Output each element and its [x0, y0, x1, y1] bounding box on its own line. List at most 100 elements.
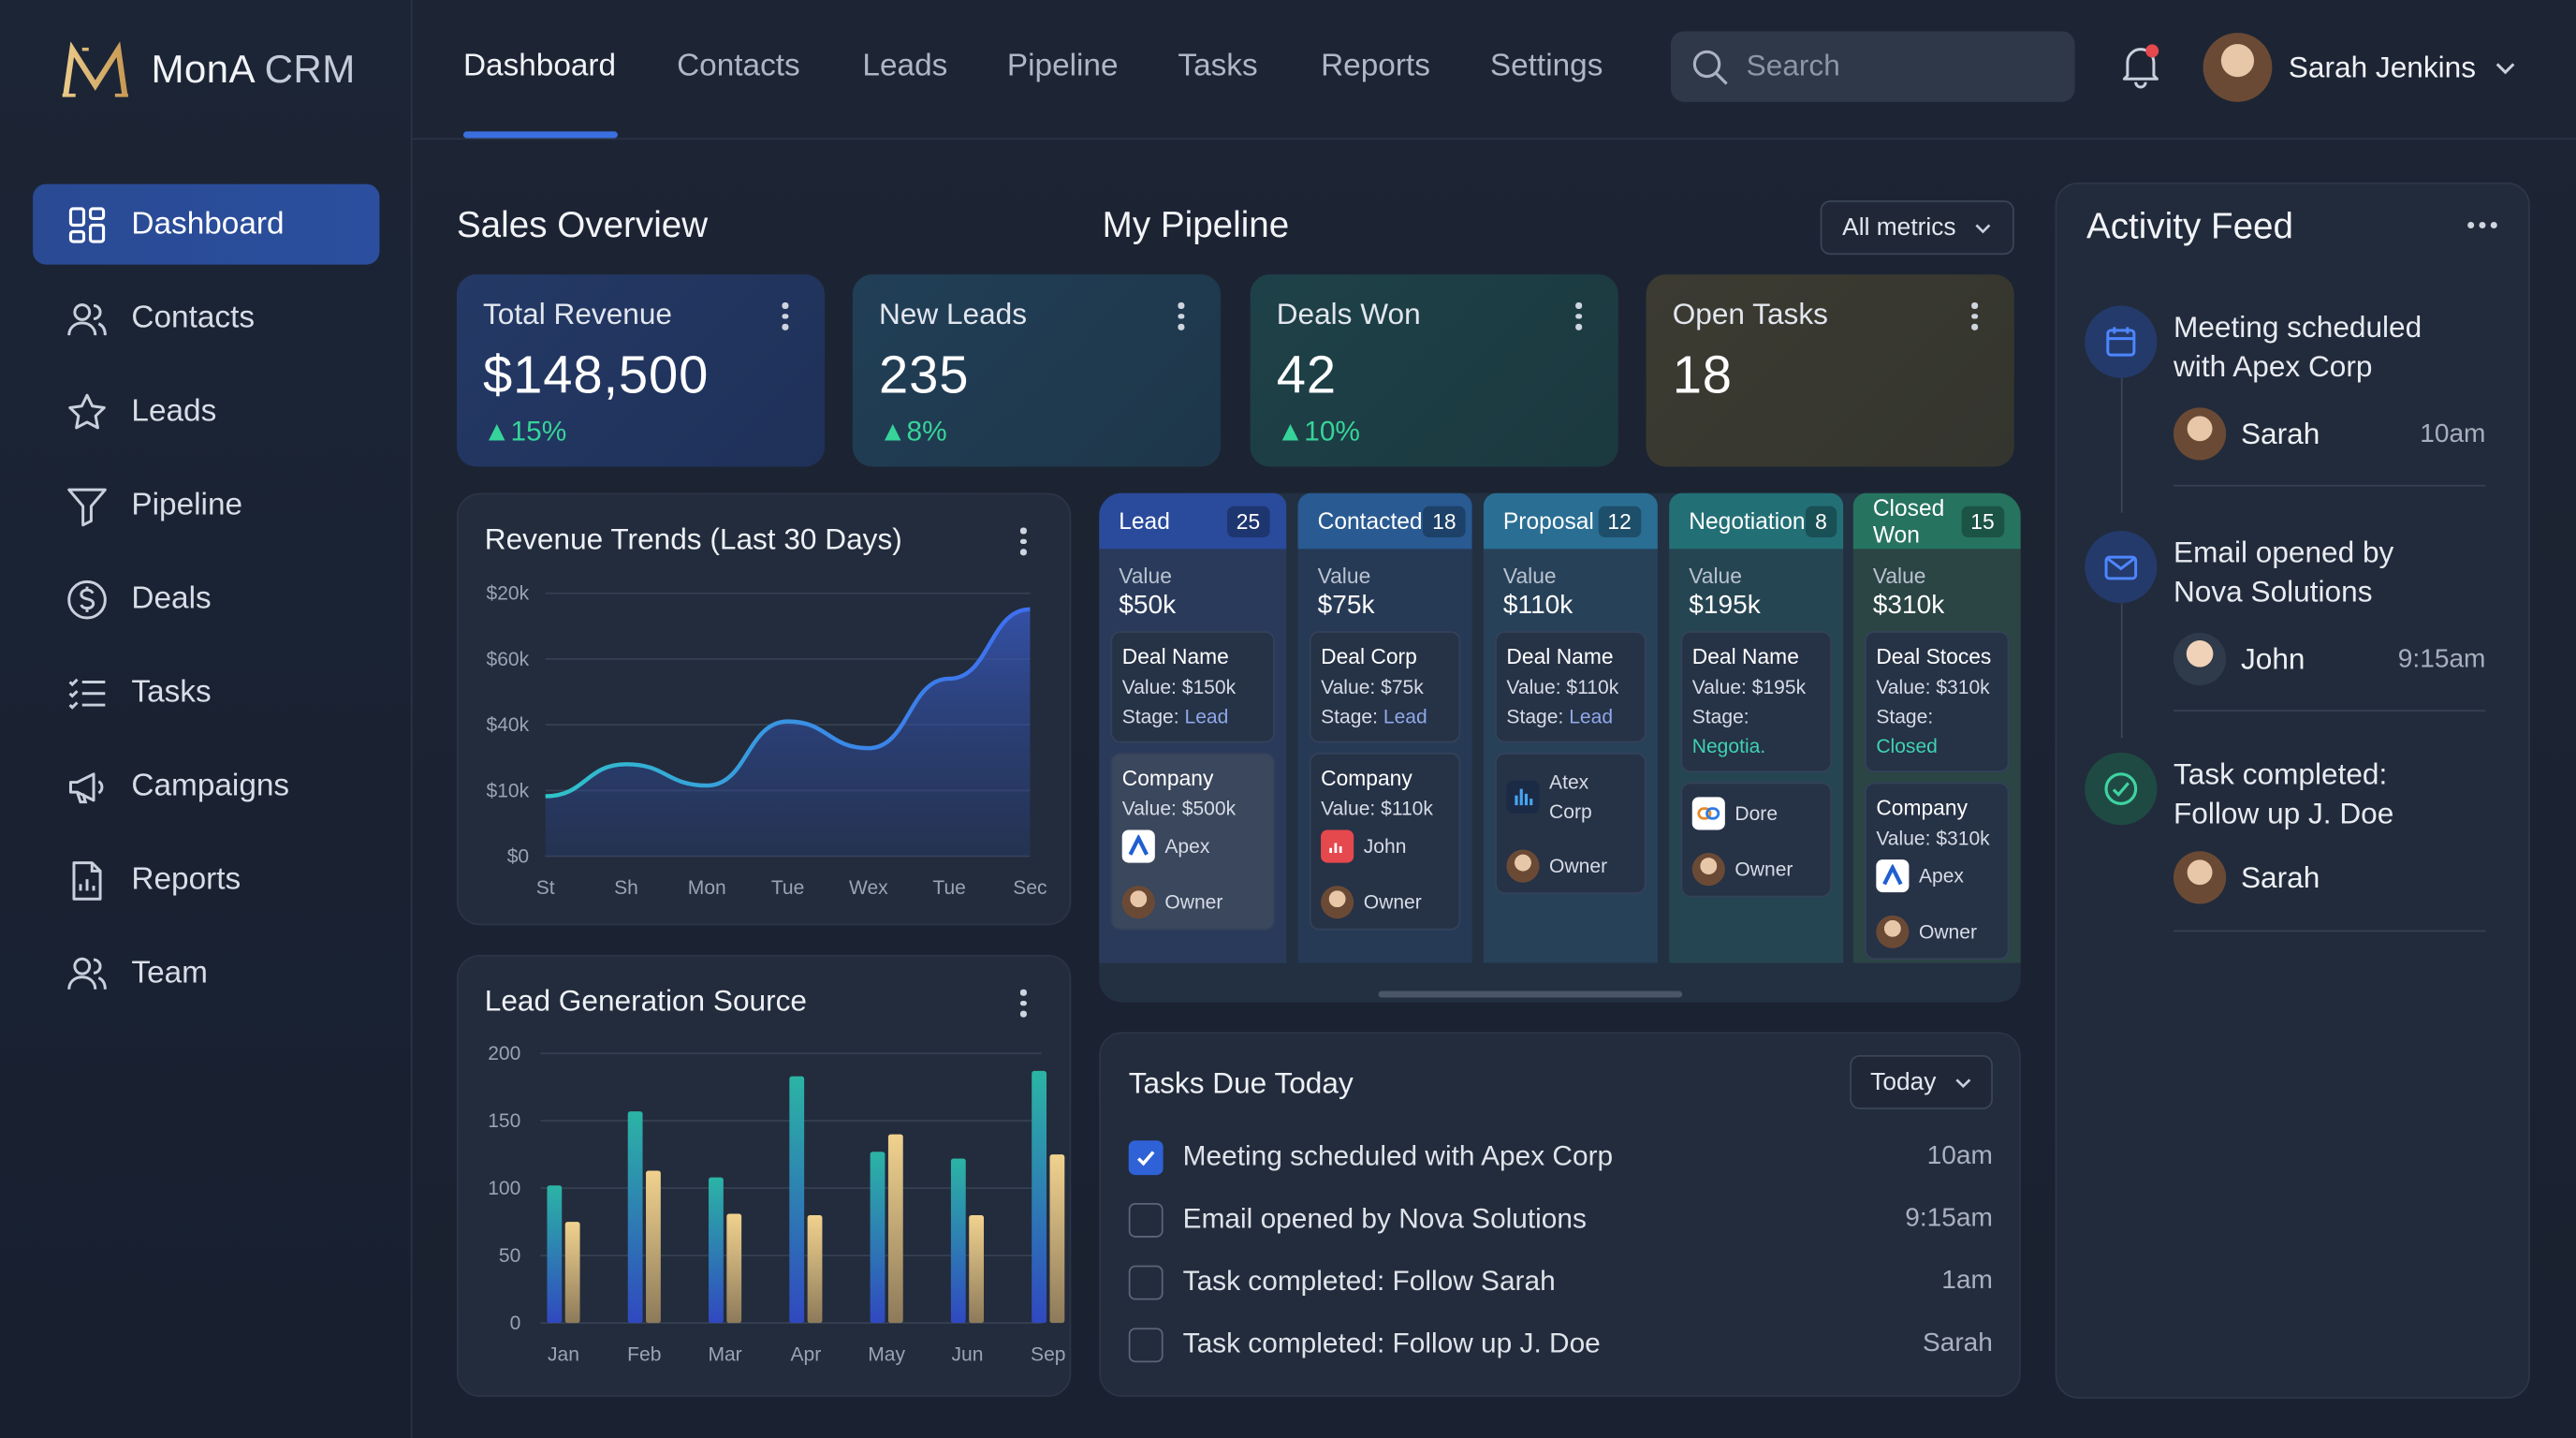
avatar: [2173, 851, 2227, 904]
activity-user: Sarah: [2173, 407, 2320, 461]
tab-pipeline[interactable]: Pipeline: [1006, 49, 1119, 84]
deal-card[interactable]: Deal Stoces Value: $310k Stage: Closed: [1865, 631, 2010, 773]
kebab-menu-icon[interactable]: [1575, 301, 1582, 330]
sidebar-item-campaigns[interactable]: Campaigns: [33, 746, 379, 827]
sidebar-item-pipeline[interactable]: Pipeline: [33, 465, 379, 546]
column-header[interactable]: Lead 25: [1099, 492, 1287, 550]
tasks-due-today-card: Tasks Due Today Today Meeting scheduled …: [1099, 1032, 2021, 1398]
notification-bell-icon[interactable]: [2119, 43, 2162, 89]
sidebar-item-dashboard[interactable]: Dashboard: [33, 183, 380, 265]
tasks-title: Tasks Due Today: [1128, 1066, 1354, 1100]
y-tick-label: $40k: [487, 714, 530, 736]
y-tick-label: 150: [488, 1110, 520, 1132]
search-box[interactable]: [1670, 31, 2075, 102]
kebab-menu-icon[interactable]: [1019, 989, 1027, 1017]
sidebar-item-label: Dashboard: [131, 206, 285, 242]
task-checkbox[interactable]: [1128, 1202, 1164, 1237]
sidebar-item-team[interactable]: Team: [33, 933, 379, 1014]
lead-bar-chart: 200 150 100 50 0 Jan Feb Mar Apr May Jun Sep: [488, 1043, 1065, 1365]
company-card[interactable]: Dore Owner: [1680, 782, 1832, 898]
column-header[interactable]: Closed Won 15: [1852, 492, 2021, 550]
user-menu[interactable]: Sarah Jenkins: [2203, 33, 2519, 102]
bar-series-a: [950, 1158, 966, 1324]
more-horizontal-icon[interactable]: [2466, 220, 2498, 230]
activity-text: Meeting scheduled with Apex Corp: [2173, 310, 2422, 384]
kpi-value: 42: [1276, 345, 1337, 404]
task-checkbox[interactable]: [1128, 1264, 1164, 1299]
column-value: Value $75k: [1317, 564, 1375, 620]
company-card[interactable]: Company Value: $310k Apex Owner: [1865, 782, 2010, 961]
tasks-filter-dropdown[interactable]: Today: [1850, 1054, 1993, 1109]
metrics-dropdown[interactable]: All metrics: [1820, 200, 2014, 256]
pipeline-column-closed-won: Closed Won 15 Value $310k Deal Stoces Value…: [1852, 492, 2021, 963]
tab-reports[interactable]: Reports: [1321, 49, 1430, 84]
x-tick-label: Tue: [932, 877, 965, 899]
task-row[interactable]: Meeting scheduled with Apex Corp 10am: [1128, 1137, 1993, 1177]
kpi-open-tasks[interactable]: Open Tasks 18: [1646, 274, 2014, 467]
company-card[interactable]: Company Value: $110k John Owner: [1309, 752, 1461, 931]
column-header[interactable]: Proposal 12: [1483, 492, 1658, 550]
sidebar-item-leads[interactable]: Leads: [33, 372, 379, 452]
tab-contacts[interactable]: Contacts: [677, 49, 800, 84]
column-stage: Proposal: [1502, 507, 1594, 535]
sidebar-item-tasks[interactable]: Tasks: [33, 653, 379, 733]
task-row[interactable]: Email opened by Nova Solutions 9:15am: [1128, 1199, 1993, 1239]
avatar: [1876, 915, 1910, 948]
y-tick-label: 200: [488, 1043, 520, 1064]
kpi-change: ▲10%: [1276, 416, 1360, 448]
kpi-total-revenue[interactable]: Total Revenue $148,500 ▲15%: [456, 274, 826, 467]
sidebar-item-label: Pipeline: [131, 487, 243, 522]
tab-leads[interactable]: Leads: [862, 49, 948, 84]
kpi-deals-won[interactable]: Deals Won 42 ▲10%: [1250, 274, 1618, 467]
pipeline-column-negotiation: Negotiation 8 Value $195k Deal Name Value: …: [1669, 492, 1844, 963]
task-row[interactable]: Task completed: Follow up J. Doe Sarah: [1128, 1325, 1993, 1364]
x-tick-label: Mar: [708, 1343, 741, 1365]
kpi-value: $148,500: [482, 345, 710, 404]
kpi-new-leads[interactable]: New Leads 235 ▲8%: [852, 274, 1222, 467]
kebab-menu-icon[interactable]: [1178, 301, 1184, 330]
horizontal-scrollbar[interactable]: [1378, 990, 1683, 998]
kpi-change: ▲15%: [482, 416, 567, 448]
pipeline-column-contacted: Contacted 18 Value $75k Deal Corp Value: $7…: [1297, 492, 1472, 963]
company-card[interactable]: Atex Corp Owner: [1495, 752, 1647, 894]
report-icon: [72, 860, 102, 900]
avatar: [1121, 886, 1155, 919]
deal-card[interactable]: Deal Name Value: $195k Stage: Negotia.: [1680, 631, 1832, 773]
task-checkbox[interactable]: [1128, 1327, 1164, 1362]
kebab-menu-icon[interactable]: [1019, 527, 1027, 555]
atex-logo-icon: [1506, 780, 1540, 814]
task-text: Meeting scheduled with Apex Corp: [1182, 1140, 1614, 1172]
deal-card[interactable]: Deal Name Value: $150k Stage: Lead: [1110, 631, 1275, 743]
column-header[interactable]: Contacted 18: [1297, 492, 1472, 550]
kebab-menu-icon[interactable]: [1971, 301, 1978, 330]
task-row[interactable]: Task completed: Follow Sarah 1am: [1128, 1262, 1993, 1301]
tab-dashboard[interactable]: Dashboard: [462, 49, 617, 84]
kebab-menu-icon[interactable]: [782, 301, 788, 330]
sidebar-item-deals[interactable]: Deals: [33, 559, 379, 639]
column-count: 15: [1960, 505, 2005, 537]
bar-series-b: [1049, 1154, 1065, 1324]
sidebar-item-reports[interactable]: Reports: [33, 840, 379, 920]
revenue-area-fill: [545, 609, 1031, 857]
y-tick-label: 100: [488, 1178, 520, 1199]
x-tick-label: Sh: [614, 877, 638, 899]
brand-logo[interactable]: MonA CRM: [59, 39, 355, 102]
column-header[interactable]: Negotiation 8: [1669, 492, 1844, 550]
timeline-line: [2120, 603, 2123, 739]
company-card[interactable]: Company Value: $500k Apex Owner: [1110, 752, 1275, 931]
apex-logo-icon: [1876, 859, 1910, 893]
sidebar-item-contacts[interactable]: Contacts: [33, 278, 379, 359]
search-input[interactable]: [1746, 49, 2042, 84]
kpi-label: New Leads: [878, 297, 1028, 330]
deal-card[interactable]: Deal Corp Value: $75k Stage: Lead: [1309, 631, 1461, 743]
bar-series-a: [547, 1185, 563, 1324]
column-count: 8: [1805, 505, 1837, 537]
deal-card[interactable]: Deal Name Value: $110k Stage: Lead: [1495, 631, 1647, 743]
task-checkbox[interactable]: [1128, 1139, 1164, 1175]
tab-tasks[interactable]: Tasks: [1178, 49, 1258, 84]
megaphone-icon: [68, 771, 104, 803]
bar-series-a: [627, 1111, 643, 1324]
active-tab-indicator: [462, 131, 618, 139]
tab-settings[interactable]: Settings: [1489, 49, 1603, 84]
x-tick-label: May: [868, 1343, 905, 1365]
